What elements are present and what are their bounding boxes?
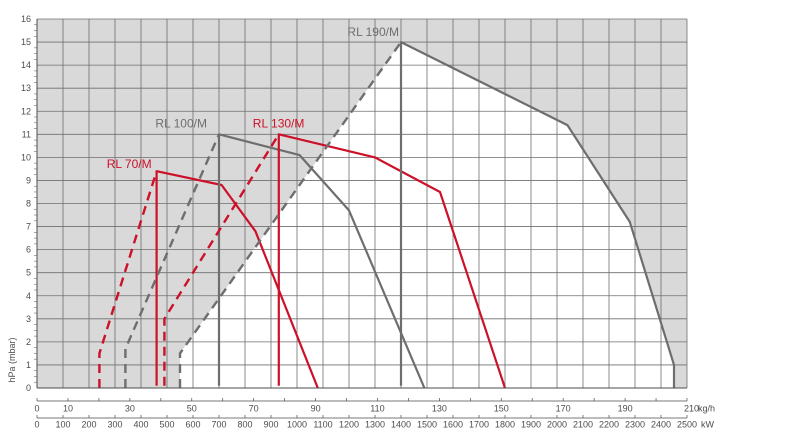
- series-group: [98, 40, 676, 389]
- kgh-tick-label: 70: [249, 403, 259, 413]
- kw-tick-label: 1300: [365, 419, 385, 429]
- series-dashed-line: [178, 41, 402, 388]
- y-tick-label: 13: [21, 83, 31, 93]
- kw-tick-label: 700: [211, 419, 226, 429]
- kw-tick-label: 1700: [469, 419, 489, 429]
- y-tick-label: 1: [26, 360, 31, 370]
- kgh-tick-label: 150: [494, 403, 509, 413]
- series-rl-100-m: [124, 133, 426, 389]
- kgh-tick-label: 130: [432, 403, 447, 413]
- kw-tick-label: 2200: [599, 419, 619, 429]
- kgh-unit-label: kg/h: [698, 403, 715, 413]
- kw-tick-label: 2100: [573, 419, 593, 429]
- y-tick-label: 0: [26, 383, 31, 393]
- kw-tick-label: 1900: [521, 419, 541, 429]
- kw-unit-label: kW: [701, 419, 715, 429]
- series-solid-line: [277, 133, 507, 389]
- series-dashed-line: [98, 170, 158, 388]
- kgh-tick-label: 50: [187, 403, 197, 413]
- y-tick-label: 9: [26, 175, 31, 185]
- y-tick-label: 4: [26, 291, 31, 301]
- kgh-tick-label: 190: [618, 403, 633, 413]
- y-tick-label: 14: [21, 60, 31, 70]
- kw-tick-label: 200: [81, 419, 96, 429]
- series-solid-line: [399, 40, 676, 388]
- kw-tick-label: 1100: [313, 419, 332, 429]
- y-tick-label: 11: [22, 129, 31, 139]
- grid: [34, 18, 688, 389]
- kgh-tick-label: 110: [370, 403, 384, 413]
- kgh-tick-label: 210: [684, 403, 699, 413]
- kw-tick-label: 100: [55, 419, 70, 429]
- y-tick-label: 7: [26, 222, 31, 232]
- y-tick-label: 5: [26, 268, 31, 278]
- labels: RL 70/MRL 100/M RL 130/MRL 190/M012345678…: [7, 14, 715, 429]
- working-envelope: [37, 42, 674, 388]
- y-axis-label: hPa (mbar): [7, 337, 17, 382]
- kw-tick-label: 1800: [495, 419, 515, 429]
- kw-tick-label: 1500: [417, 419, 437, 429]
- kgh-tick-label: 0: [34, 403, 39, 413]
- kgh-tick-label: 10: [63, 403, 73, 413]
- y-tick-label: 15: [21, 37, 31, 47]
- kw-tick-label: 1200: [339, 419, 359, 429]
- kw-tick-label: 1400: [391, 419, 411, 429]
- series-label: RL 130/M: [253, 116, 305, 130]
- series-rl-190-m: [178, 40, 676, 388]
- kw-tick-label: 0: [34, 419, 39, 429]
- kw-tick-label: 400: [133, 419, 148, 429]
- y-tick-label: 8: [26, 199, 31, 209]
- kw-tick-label: 300: [107, 419, 122, 429]
- y-tick-label: 6: [26, 245, 31, 255]
- kw-tick-label: 1000: [287, 419, 307, 429]
- kw-tick-label: 600: [185, 419, 200, 429]
- series-solid-line: [217, 133, 426, 389]
- series-label: RL 70/M: [107, 157, 152, 171]
- series-label: RL 100/M: [155, 116, 207, 130]
- series-dashed-line: [124, 133, 221, 388]
- series-dashed-line: [163, 133, 280, 386]
- y-tick-label: 2: [26, 337, 31, 347]
- y-tick-label: 10: [21, 152, 31, 162]
- axes: [36, 19, 688, 419]
- kw-tick-label: 2400: [651, 419, 671, 429]
- kw-tick-label: 900: [263, 419, 278, 429]
- kw-tick-label: 1600: [443, 419, 463, 429]
- series-rl-70-m: [98, 170, 319, 389]
- kw-tick-label: 2000: [547, 419, 567, 429]
- y-tick-label: 3: [26, 314, 31, 324]
- y-tick-label: 12: [21, 106, 31, 116]
- series-solid-line: [155, 170, 319, 389]
- kw-tick-label: 2300: [625, 419, 645, 429]
- kw-tick-label: 2500: [677, 419, 697, 429]
- series-label: RL 190/M: [347, 25, 399, 39]
- kw-tick-label: 800: [237, 419, 252, 429]
- series-rl-130-m: [163, 133, 507, 389]
- kw-tick-label: 500: [159, 419, 174, 429]
- kgh-tick-label: 90: [311, 403, 321, 413]
- kgh-tick-label: 30: [125, 403, 135, 413]
- kgh-tick-label: 170: [556, 403, 571, 413]
- y-tick-label: 16: [21, 14, 31, 24]
